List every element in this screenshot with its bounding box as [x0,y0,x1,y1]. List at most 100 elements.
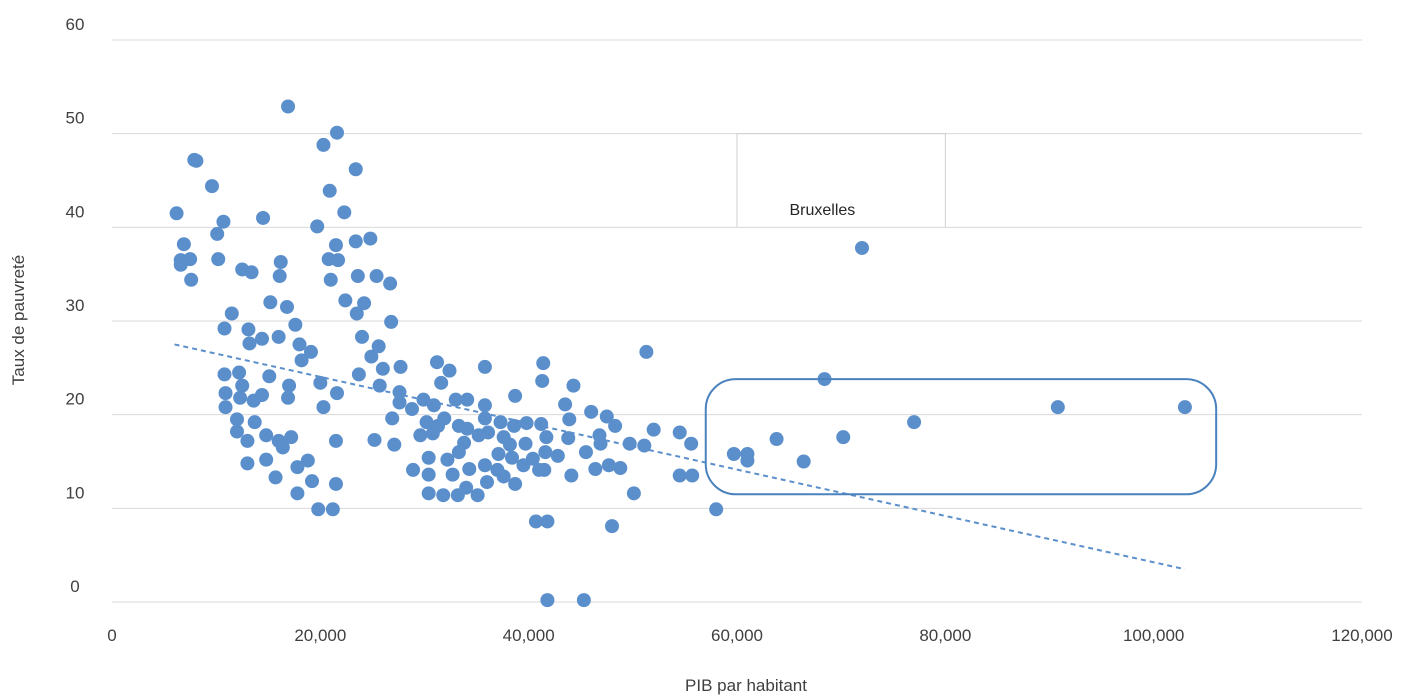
data-point [535,373,550,388]
x-tick-label: 80,000 [919,626,971,645]
y-tick-label: 30 [66,296,85,315]
data-point [646,422,661,437]
x-tick-label: 100,000 [1123,626,1184,645]
data-point [480,475,494,490]
data-point [240,456,255,471]
data-point [436,488,451,503]
data-point [907,415,922,430]
data-point [294,353,309,368]
data-point [280,299,294,314]
data-point [769,432,784,447]
data-point [169,206,184,221]
annotation-label-bruxelles: Bruxelles [790,202,856,219]
data-points [169,99,1192,608]
data-point [684,436,699,451]
data-point [528,514,543,529]
data-point [613,461,628,476]
data-point [576,593,591,608]
data-point [434,375,449,390]
data-point [247,415,262,430]
data-point [230,412,244,427]
data-point [685,468,700,483]
data-point [564,468,579,483]
x-axis-ticks: 0 20,000 40,000 60,000 80,000 100,000 120,000 [107,626,1392,645]
data-point [672,468,687,483]
data-point [288,317,303,332]
data-point [462,461,477,476]
data-point [310,219,325,234]
data-point [426,398,441,413]
data-point [413,428,428,443]
data-point [508,388,523,403]
y-tick-label: 0 [70,577,79,596]
data-point [709,502,724,517]
data-point [316,400,331,415]
data-point [300,453,315,468]
data-point [259,452,274,467]
data-point [313,375,328,390]
y-tick-label: 20 [66,390,85,409]
data-point [322,183,337,198]
data-point [421,467,436,482]
y-tick-label: 50 [66,109,85,128]
data-point [540,593,555,608]
data-point [538,445,553,460]
data-point [349,306,364,321]
y-tick-label: 40 [66,202,85,221]
data-point [348,162,363,177]
data-point [316,137,331,152]
data-point [290,486,305,501]
annotation-group: Bruxelles [736,133,946,228]
data-point [230,424,244,439]
data-point [477,411,492,426]
data-point [421,450,436,465]
data-point [282,378,297,393]
data-point [406,462,421,477]
data-point [263,295,278,310]
data-point [217,367,232,382]
data-point [437,411,452,426]
data-point [460,392,475,407]
data-point [305,474,319,489]
data-point [537,462,552,477]
data-point [224,306,239,321]
data-point [578,445,593,460]
data-point [205,179,219,194]
data-point [292,337,307,352]
data-point [672,425,687,440]
y-axis-title: Taux de pauvreté [9,255,28,385]
data-point [337,205,352,220]
data-point [593,436,608,451]
annotation-frame [736,133,946,228]
data-point [183,252,198,267]
data-point [525,451,540,466]
data-point [470,488,485,503]
data-point [338,293,353,308]
data-point [855,240,869,255]
x-tick-label: 20,000 [294,626,346,645]
data-point [393,359,408,374]
data-point [232,365,247,380]
data-point [241,322,256,337]
data-point [367,432,382,447]
x-axis-title: PIB par habitant [685,676,807,695]
data-point [176,237,191,252]
y-tick-label: 60 [66,15,85,34]
data-point [328,433,343,448]
data-point [477,398,492,413]
trendline [174,343,1186,571]
data-point [440,452,455,467]
data-point [331,253,346,268]
data-point [442,363,457,378]
data-point [387,437,402,452]
data-point [459,480,474,495]
data-point [268,470,283,485]
data-point [508,476,523,491]
data-point [256,210,271,225]
data-point [217,321,232,336]
data-point [363,231,378,246]
data-point [330,125,344,140]
data-point [392,395,407,410]
data-point [491,447,506,462]
